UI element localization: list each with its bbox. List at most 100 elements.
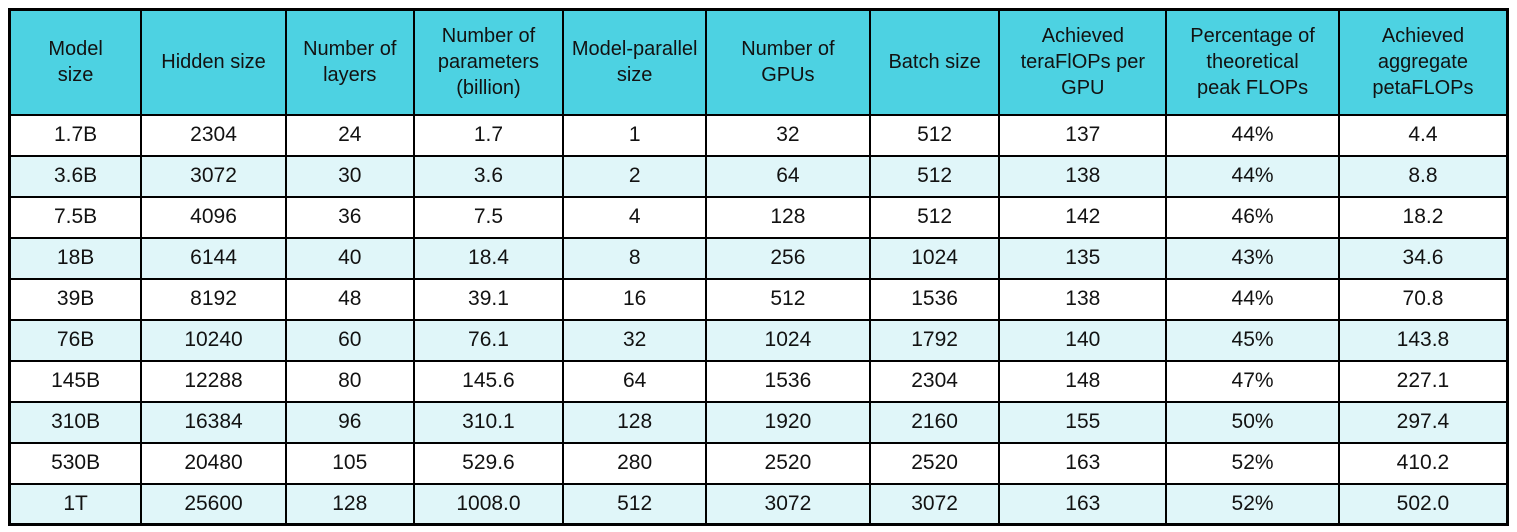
- table-cell: 7.5B: [8, 195, 143, 239]
- table-cell: 128: [705, 195, 871, 239]
- table-cell: 155: [998, 400, 1168, 444]
- table-cell: 143.8: [1337, 318, 1509, 362]
- column-header: Number of GPUs: [705, 8, 871, 116]
- table-cell: 1T: [8, 482, 143, 526]
- column-header: Model size: [8, 8, 143, 116]
- table-cell: 297.4: [1337, 400, 1509, 444]
- table-cell: 163: [998, 441, 1168, 485]
- table-cell: 7.5: [412, 195, 565, 239]
- table-cell: 44%: [1165, 154, 1340, 198]
- table-cell: 310.1: [412, 400, 565, 444]
- table-cell: 18.2: [1337, 195, 1509, 239]
- table-cell: 2520: [868, 441, 1001, 485]
- table-cell: 2304: [868, 359, 1001, 403]
- table-row: 76B 10240 60 76.1 32 1024 1792 140 45% 143.8: [8, 318, 1509, 362]
- table-row: 39B 8192 48 39.1 16 512 1536 138 44% 70.8: [8, 277, 1509, 321]
- table-cell: 52%: [1165, 482, 1340, 526]
- table-cell: 138: [998, 154, 1168, 198]
- table-cell: 2: [562, 154, 708, 198]
- column-header: Achieved aggregate petaFLOPs: [1337, 8, 1509, 116]
- table-cell: 1792: [868, 318, 1001, 362]
- table-cell: 47%: [1165, 359, 1340, 403]
- column-header: Number of layers: [284, 8, 415, 116]
- column-header: Percentage of theoretical peak FLOPs: [1165, 8, 1340, 116]
- table-cell: 50%: [1165, 400, 1340, 444]
- table-cell: 70.8: [1337, 277, 1509, 321]
- table-cell: 512: [868, 154, 1001, 198]
- table-cell: 1536: [868, 277, 1001, 321]
- table-cell: 25600: [140, 482, 287, 526]
- table-cell: 140: [998, 318, 1168, 362]
- table-cell: 32: [562, 318, 708, 362]
- column-header: Achieved teraFlOPs per GPU: [998, 8, 1168, 116]
- table-cell: 227.1: [1337, 359, 1509, 403]
- column-header: Hidden size: [140, 8, 287, 116]
- column-header: Batch size: [868, 8, 1001, 116]
- table-cell: 3072: [140, 154, 287, 198]
- table-cell: 76.1: [412, 318, 565, 362]
- column-header: Model-parallel size: [562, 8, 708, 116]
- table-cell: 529.6: [412, 441, 565, 485]
- table-cell: 138: [998, 277, 1168, 321]
- table-cell: 410.2: [1337, 441, 1509, 485]
- header-row: Model size Hidden size Number of layers Num…: [8, 8, 1509, 116]
- table-cell: 43%: [1165, 236, 1340, 280]
- table-cell: 310B: [8, 400, 143, 444]
- table-cell: 45%: [1165, 318, 1340, 362]
- table-cell: 163: [998, 482, 1168, 526]
- table-cell: 80: [284, 359, 415, 403]
- table-cell: 18B: [8, 236, 143, 280]
- table-cell: 48: [284, 277, 415, 321]
- table-cell: 76B: [8, 318, 143, 362]
- table-cell: 3072: [868, 482, 1001, 526]
- table-cell: 44%: [1165, 277, 1340, 321]
- table-cell: 2304: [140, 113, 287, 157]
- table-cell: 128: [562, 400, 708, 444]
- table-cell: 8192: [140, 277, 287, 321]
- table-cell: 39B: [8, 277, 143, 321]
- table-cell: 12288: [140, 359, 287, 403]
- table-cell: 1920: [705, 400, 871, 444]
- table-row: 18B 6144 40 18.4 8 256 1024 135 43% 34.6: [8, 236, 1509, 280]
- table-cell: 512: [705, 277, 871, 321]
- table-cell: 128: [284, 482, 415, 526]
- table-cell: 16384: [140, 400, 287, 444]
- table-row: 145B 12288 80 145.6 64 1536 2304 148 47% 227.1: [8, 359, 1509, 403]
- table-cell: 6144: [140, 236, 287, 280]
- table-row: 310B 16384 96 310.1 128 1920 2160 155 50% 297.4: [8, 400, 1509, 444]
- table-cell: 24: [284, 113, 415, 157]
- table-cell: 4096: [140, 195, 287, 239]
- table-cell: 105: [284, 441, 415, 485]
- table-cell: 36: [284, 195, 415, 239]
- table-row: 530B 20480 105 529.6 280 2520 2520 163 52% 410.2: [8, 441, 1509, 485]
- table-cell: 8: [562, 236, 708, 280]
- table-cell: 1.7: [412, 113, 565, 157]
- table-cell: 8.8: [1337, 154, 1509, 198]
- table-cell: 34.6: [1337, 236, 1509, 280]
- table-cell: 530B: [8, 441, 143, 485]
- table-row: 7.5B 4096 36 7.5 4 128 512 142 46% 18.2: [8, 195, 1509, 239]
- table-row: 1.7B 2304 24 1.7 1 32 512 137 44% 4.4: [8, 113, 1509, 157]
- table-cell: 18.4: [412, 236, 565, 280]
- table-cell: 512: [868, 113, 1001, 157]
- table-cell: 46%: [1165, 195, 1340, 239]
- table-cell: 32: [705, 113, 871, 157]
- table-cell: 142: [998, 195, 1168, 239]
- table-cell: 145.6: [412, 359, 565, 403]
- table-cell: 135: [998, 236, 1168, 280]
- table-cell: 20480: [140, 441, 287, 485]
- table-cell: 256: [705, 236, 871, 280]
- table-cell: 2520: [705, 441, 871, 485]
- table-cell: 3072: [705, 482, 871, 526]
- table-cell: 16: [562, 277, 708, 321]
- table-cell: 145B: [8, 359, 143, 403]
- table-cell: 30: [284, 154, 415, 198]
- table-cell: 44%: [1165, 113, 1340, 157]
- table-cell: 64: [562, 359, 708, 403]
- table-cell: 3.6: [412, 154, 565, 198]
- table-row: 1T 25600 128 1008.0 512 3072 3072 163 52% 502.0: [8, 482, 1509, 526]
- table-cell: 280: [562, 441, 708, 485]
- table-body: 1.7B 2304 24 1.7 1 32 512 137 44% 4.4 3.6B 3072 30 3.…: [8, 113, 1509, 526]
- table-cell: 4: [562, 195, 708, 239]
- table-cell: 1536: [705, 359, 871, 403]
